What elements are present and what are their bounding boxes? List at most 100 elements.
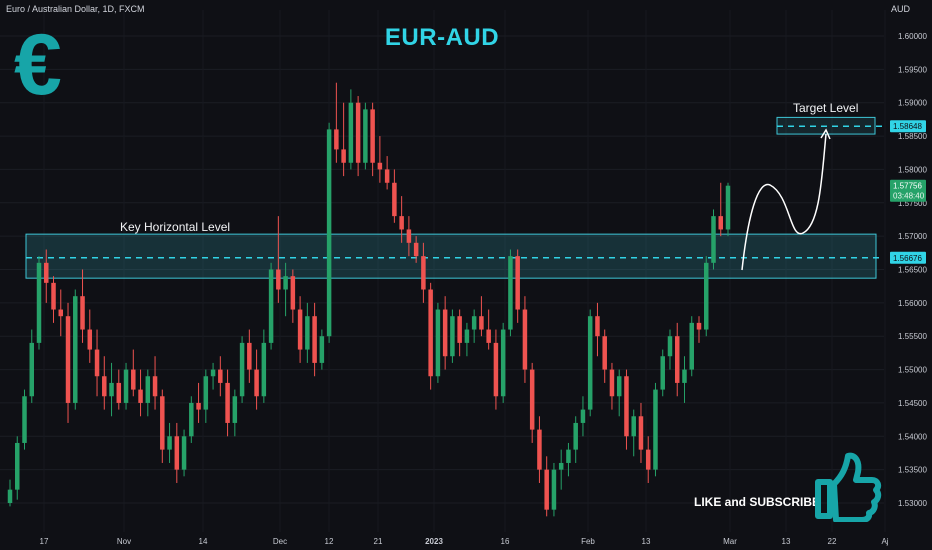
- key-horizontal-zone: [25, 233, 877, 279]
- candle-body: [174, 436, 180, 470]
- candle: [116, 369, 122, 410]
- price-tick-label: 1.53500: [898, 466, 927, 475]
- candle-body: [297, 309, 303, 350]
- candle: [406, 216, 412, 257]
- candle-body: [189, 402, 194, 437]
- candle-body: [87, 329, 93, 350]
- candle: [428, 282, 433, 390]
- time-tick-label: 2023: [425, 537, 443, 546]
- price-tick-label: 1.54000: [898, 432, 927, 441]
- candle: [471, 309, 477, 343]
- price-tick-label: 1.58500: [898, 132, 927, 141]
- candle: [312, 302, 317, 377]
- candle-body: [218, 369, 223, 383]
- candle: [131, 349, 136, 397]
- candle: [667, 329, 673, 370]
- candle: [174, 422, 180, 483]
- candle-body: [319, 336, 325, 363]
- candle-body: [537, 429, 542, 470]
- like-subscribe-text: LIKE and SUBSCRIBE: [694, 495, 821, 509]
- candle-body: [696, 322, 702, 330]
- candle-body: [653, 389, 658, 470]
- candle: [500, 322, 506, 403]
- candle-body: [508, 256, 513, 330]
- candle: [442, 296, 448, 370]
- candle: [457, 309, 462, 357]
- candle: [247, 329, 252, 383]
- candle-body: [36, 262, 42, 343]
- candle-body: [689, 322, 694, 370]
- candle-body: [529, 369, 535, 430]
- candle-body: [566, 449, 571, 463]
- candle: [638, 402, 644, 463]
- candle: [515, 249, 520, 323]
- candle: [355, 96, 361, 177]
- last-price-bg: [890, 179, 926, 202]
- candle-body: [7, 489, 13, 503]
- price-tick-label: 1.57500: [898, 199, 927, 208]
- candle-body: [450, 316, 455, 357]
- candle: [94, 329, 100, 397]
- candle-body: [283, 276, 288, 290]
- candle: [196, 382, 201, 423]
- candle: [544, 456, 549, 517]
- candle: [522, 296, 528, 383]
- candle-body: [609, 369, 615, 397]
- countdown-text: 03:48:40: [893, 192, 925, 201]
- candle: [167, 422, 172, 463]
- candle: [51, 276, 56, 323]
- candle-body: [471, 316, 477, 330]
- candle: [493, 329, 499, 410]
- candle: [645, 436, 651, 483]
- candle-body: [377, 162, 383, 170]
- target-price-tag-bg: [890, 120, 926, 133]
- candle-body: [573, 422, 578, 450]
- candle-body: [51, 282, 56, 310]
- candle: [109, 362, 114, 417]
- candle-body: [312, 316, 317, 363]
- key-price-tag-bg: [890, 251, 926, 264]
- time-tick-label: 14: [199, 537, 208, 546]
- time-tick-label: 17: [40, 537, 49, 546]
- candle-body: [616, 376, 622, 397]
- candle: [616, 369, 622, 417]
- candle-body: [167, 436, 172, 450]
- candle: [36, 256, 42, 350]
- candle-body: [522, 309, 528, 370]
- currency-label: AUD: [890, 4, 910, 14]
- candle: [464, 322, 470, 357]
- candle: [508, 249, 513, 337]
- key-price-tag-text: 1.56676: [893, 254, 922, 263]
- candle-body: [80, 296, 85, 330]
- time-tick-label: Dec: [273, 537, 287, 546]
- candle-body: [102, 376, 107, 397]
- candle-body: [413, 242, 419, 257]
- candle-body: [602, 336, 607, 370]
- candle-body: [428, 289, 433, 377]
- symbol-info: Euro / Australian Dollar, 1D, FXCM: [6, 4, 145, 14]
- candle: [29, 329, 35, 403]
- candle-body: [667, 336, 673, 357]
- candle-body: [65, 316, 71, 403]
- thumbs-up-icon: [815, 452, 882, 522]
- price-tick-label: 1.56000: [898, 299, 927, 308]
- candle-body: [711, 216, 716, 263]
- candle: [718, 182, 723, 237]
- candle-body: [406, 229, 412, 243]
- candle: [377, 136, 383, 183]
- candle-body: [239, 342, 245, 397]
- candle: [674, 322, 680, 397]
- candle: [239, 336, 245, 403]
- candle: [15, 436, 20, 500]
- time-tick-label: Aj: [881, 537, 888, 546]
- candle-body: [421, 256, 426, 290]
- candle: [290, 269, 296, 323]
- candle: [537, 416, 542, 483]
- candle-body: [595, 316, 600, 337]
- candle: [682, 356, 687, 403]
- candle-body: [254, 369, 259, 397]
- target-price-tag-text: 1.58648: [893, 122, 922, 131]
- candle-body: [638, 416, 644, 450]
- candle: [399, 196, 404, 243]
